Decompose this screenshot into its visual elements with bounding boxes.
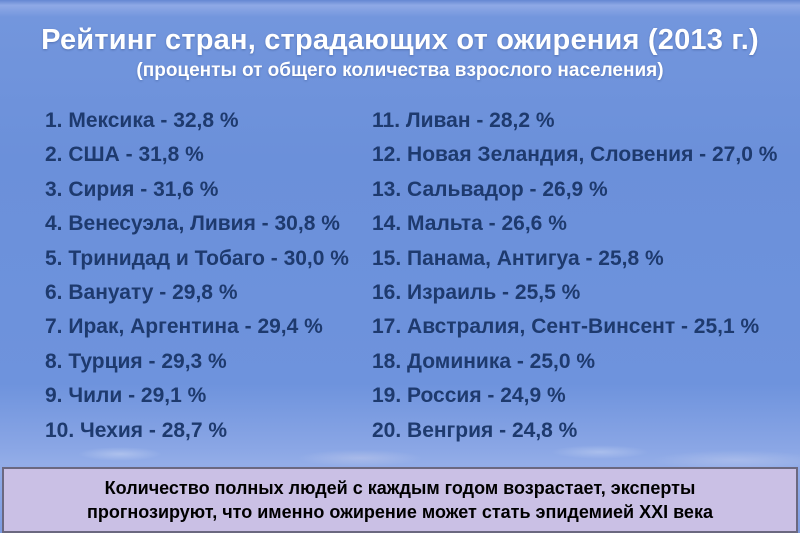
ranking-list-left: 1. Мексика - 32,8 % 2. США - 31,8 % 3. Сир…: [45, 104, 349, 448]
ranking-item: 20. Венгрия - 24,8 %: [372, 418, 578, 442]
ranking-item: 11. Ливан - 28,2 %: [372, 109, 555, 132]
footer-note: Количество полных людей с каждым годом в…: [87, 477, 713, 522]
ranking-item: 15. Панама, Антигуа - 25,8 %: [372, 246, 664, 270]
slide-header: Рейтинг стран, страдающих от ожирения (2…: [0, 24, 800, 82]
ranking-item: 17. Австралия, Сент-Винсент - 25,1 %: [372, 315, 760, 339]
ranking-item: 19. Россия - 24,9 %: [372, 384, 566, 408]
ranking-item: 16. Израиль - 25,5 %: [372, 280, 581, 304]
footer-note-box: Количество полных людей с каждым годом в…: [2, 467, 798, 533]
ranking-item: 10. Чехия - 28,7 %: [45, 418, 228, 442]
ranking-item: 8. Турция - 29,3 %: [45, 349, 227, 373]
ranking-item: 9. Чили - 29,1 %: [45, 384, 207, 408]
ranking-item: 6. Вануату - 29,8 %: [45, 280, 238, 304]
ranking-item: 3. Сирия - 31,6 %: [45, 177, 219, 201]
ranking-item: 7. Ирак, Аргентина - 29,4 %: [45, 315, 323, 339]
slide-title: Рейтинг стран, страдающих от ожирения (2…: [41, 24, 759, 56]
ranking-item: 4. Венесуэла, Ливия - 30,8 %: [45, 212, 340, 236]
ranking-item: 5. Тринидад и Тобаго - 30,0 %: [45, 246, 349, 270]
ranking-item: 14. Мальта - 26,6 %: [372, 212, 567, 236]
ranking-item: 2. США - 31,8 %: [45, 143, 204, 167]
slide-subtitle: (проценты от общего количества взрослого…: [136, 60, 664, 81]
ranking-list-right: 11. Ливан - 28,2 % 12. Новая Зеландия, Сл…: [372, 104, 777, 448]
ranking-item: 13. Сальвадор - 26,9 %: [372, 177, 608, 201]
ranking-item: 1. Мексика - 32,8 %: [45, 109, 239, 132]
ranking-item: 12. Новая Зеландия, Словения - 27,0 %: [372, 143, 778, 167]
ranking-item: 18. Доминика - 25,0 %: [372, 349, 596, 373]
